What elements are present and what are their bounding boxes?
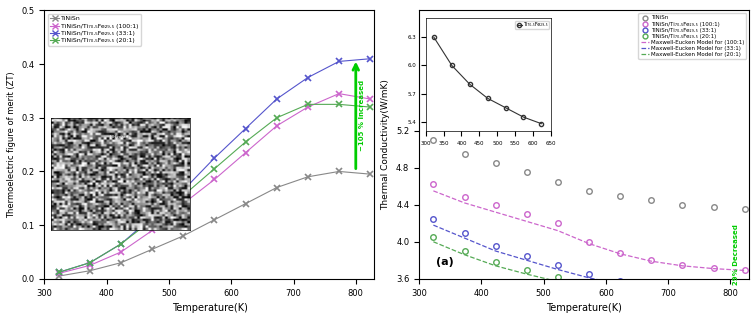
Y-axis label: Thermoelectric figure of merit (ZT): Thermoelectric figure of merit (ZT) bbox=[7, 71, 16, 218]
Text: 29% Decreased: 29% Decreased bbox=[733, 224, 739, 285]
Maxwell-Eucken Model for (20:1) bbox=[584, 286, 593, 290]
Maxwell-Eucken Model for (20:1) bbox=[615, 292, 624, 295]
Maxwell-Eucken Model for (100:1) bbox=[615, 252, 624, 256]
Maxwell-Eucken Model for (100:1) bbox=[709, 267, 718, 270]
Maxwell-Eucken Model for (33:1) bbox=[460, 236, 469, 240]
Maxwell-Eucken Model for (100:1) bbox=[740, 268, 749, 272]
Maxwell-Eucken Model for (33:1) bbox=[709, 293, 718, 297]
Maxwell-Eucken Model for (100:1) bbox=[522, 220, 531, 223]
Line: Maxwell-Eucken Model for (100:1): Maxwell-Eucken Model for (100:1) bbox=[433, 191, 745, 270]
Maxwell-Eucken Model for (33:1) bbox=[615, 283, 624, 286]
Maxwell-Eucken Model for (33:1) bbox=[647, 287, 656, 291]
Text: (a): (a) bbox=[435, 257, 454, 268]
Maxwell-Eucken Model for (20:1) bbox=[460, 253, 469, 257]
Maxwell-Eucken Model for (20:1) bbox=[709, 301, 718, 305]
Maxwell-Eucken Model for (20:1) bbox=[429, 240, 438, 244]
Maxwell-Eucken Model for (100:1) bbox=[429, 189, 438, 193]
Maxwell-Eucken Model for (100:1) bbox=[647, 259, 656, 263]
Maxwell-Eucken Model for (20:1) bbox=[647, 296, 656, 300]
Maxwell-Eucken Model for (20:1) bbox=[491, 264, 500, 268]
Y-axis label: Thermal Conductivity(W/mK): Thermal Conductivity(W/mK) bbox=[382, 79, 390, 210]
Maxwell-Eucken Model for (33:1) bbox=[584, 276, 593, 280]
Maxwell-Eucken Model for (20:1) bbox=[522, 272, 531, 276]
Maxwell-Eucken Model for (33:1) bbox=[553, 268, 562, 271]
Legend: TiNiSn, TiNiSn/Ti₇₀.₅Fe₂₉.₅ (100:1), TiNiSn/Ti₇₀.₅Fe₂₉.₅ (33:1), TiNiSn/Ti₇₀.₅Fe: TiNiSn, TiNiSn/Ti₇₀.₅Fe₂₉.₅ (100:1), TiN… bbox=[48, 13, 141, 46]
Maxwell-Eucken Model for (20:1) bbox=[740, 303, 749, 307]
X-axis label: Temperature(K): Temperature(K) bbox=[172, 303, 247, 313]
Maxwell-Eucken Model for (33:1) bbox=[491, 249, 500, 253]
Line: Maxwell-Eucken Model for (33:1): Maxwell-Eucken Model for (33:1) bbox=[433, 225, 745, 296]
Legend: TiNiSn, TiNiSn/Ti₇₀.₅Fe₂₉.₅ (100:1), TiNiSn/Ti₇₀.₅Fe₂₉.₅ (33:1), TiNiSn/Ti₇₀.₅Fe: TiNiSn, TiNiSn/Ti₇₀.₅Fe₂₉.₅ (100:1), TiN… bbox=[639, 13, 746, 59]
Maxwell-Eucken Model for (33:1) bbox=[678, 291, 687, 295]
Line: Maxwell-Eucken Model for (20:1): Maxwell-Eucken Model for (20:1) bbox=[433, 242, 745, 305]
Text: ~105 % Increased: ~105 % Increased bbox=[359, 80, 365, 151]
Maxwell-Eucken Model for (100:1) bbox=[584, 242, 593, 245]
Maxwell-Eucken Model for (100:1) bbox=[553, 229, 562, 233]
Maxwell-Eucken Model for (20:1) bbox=[553, 280, 562, 284]
Maxwell-Eucken Model for (20:1) bbox=[678, 299, 687, 303]
Maxwell-Eucken Model for (33:1) bbox=[740, 294, 749, 298]
Maxwell-Eucken Model for (100:1) bbox=[678, 264, 687, 268]
Maxwell-Eucken Model for (100:1) bbox=[491, 210, 500, 214]
Maxwell-Eucken Model for (100:1) bbox=[460, 201, 469, 205]
X-axis label: Temperature(K): Temperature(K) bbox=[546, 303, 622, 313]
Maxwell-Eucken Model for (33:1) bbox=[522, 258, 531, 262]
Maxwell-Eucken Model for (33:1) bbox=[429, 223, 438, 227]
